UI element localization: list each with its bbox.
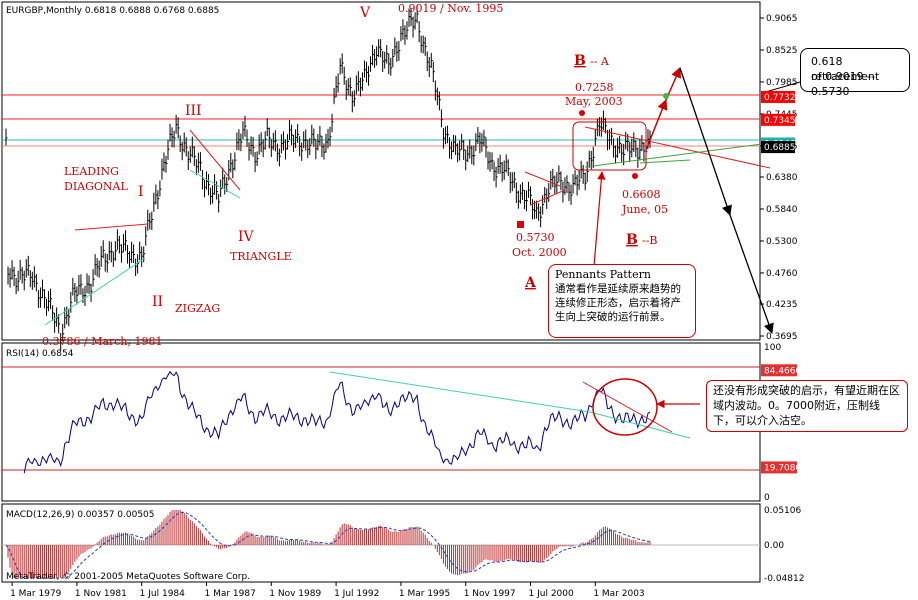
- date-tick-label: 1 Jul 1984: [140, 589, 185, 599]
- date-tick-label: 1 Mar 2003: [593, 589, 644, 599]
- price-axis: 0.90650.85250.79850.74450.69050.63800.58…: [760, 14, 798, 342]
- a-letter: A: [524, 275, 537, 291]
- rsi-note: 还没有形成突破的启示，有望近期在区域内波动。0。7000附近，压制线下，可以介入…: [706, 380, 908, 432]
- rsi-tick-label: 100: [764, 343, 781, 353]
- b-a-letter: B: [574, 53, 586, 69]
- leading-diagonal-1: LEADING: [64, 165, 119, 178]
- price-tick-label: 0.5840: [766, 205, 798, 215]
- pennant-body: 通常看作是延续原来趋势的连续修正形态，启示着将产生向上突破的运行前景。: [555, 283, 681, 323]
- rsi-note-text: 还没有形成突破的启示，有望近期在区域内波动。0。7000附近，压制线下，可以介入…: [713, 384, 900, 427]
- low-label: 0.3786 / March, 1981: [42, 335, 163, 348]
- price-tag-label: 0.6885: [764, 143, 796, 153]
- rsi-tick-label: 19.7080: [764, 463, 801, 473]
- macd-axis: 0.05106 0.00 -0.04812: [764, 506, 804, 584]
- date-tick-label: 1 Nov 1997: [464, 589, 516, 599]
- june-2005-marker: [632, 173, 638, 179]
- price-tick-label: 0.9065: [766, 14, 798, 24]
- retracement-line-2: of 0.9019 -- 0.5730: [811, 70, 876, 98]
- rsi-series: [23, 370, 651, 474]
- zigzag-label: ZIGZAG: [175, 302, 220, 315]
- wave-iv-label: IV: [238, 229, 255, 245]
- price-tick-label: 0.4760: [766, 269, 798, 279]
- date-tick-label: 1 Jul 1992: [334, 589, 379, 599]
- date-tick-label: 1 Mar 1995: [399, 589, 450, 599]
- retracement-callout: 0.618 retracement of 0.9019 -- 0.5730: [800, 48, 910, 98]
- pattern-lines: [44, 121, 771, 439]
- b-b-suffix: --B: [642, 234, 658, 247]
- price-tag-label: 0.7732: [764, 93, 796, 103]
- rsi-tag-box: [761, 364, 797, 377]
- wave-i-label: I: [138, 184, 144, 200]
- date-tick-label: 1 Jul 2000: [529, 589, 574, 599]
- price-series: [5, 5, 652, 351]
- price-tag-box: [761, 141, 795, 154]
- b-a-suffix: -- A: [590, 55, 610, 68]
- wave-v-label: V: [359, 5, 371, 21]
- date-tick-label: 1 Nov 1989: [269, 589, 321, 599]
- rsi-tag-box: [761, 461, 797, 474]
- price-tag-box: [761, 90, 795, 103]
- date-axis: 1 Mar 1979 1 Nov 1981 1 Jul 1984 1 Mar 1987…: [10, 582, 645, 599]
- b-b-letter: B: [626, 232, 638, 248]
- may-2003-price: 0.7258: [575, 81, 614, 94]
- may-2003-marker: [579, 110, 585, 116]
- rsi-axis: 100 84.4660 0 19.7080: [761, 343, 801, 503]
- copyright: MetaTrader, © 2001-2005 MetaQuotes Softw…: [6, 572, 250, 582]
- price-header: EURGBP,Monthly 0.6818 0.6888 0.6768 0.68…: [6, 6, 219, 16]
- high-label: 0.9019 / Nov. 1995: [398, 2, 503, 15]
- wave-labels: V 0.9019 / Nov. 1995 III LEADING DIAGONA…: [42, 2, 668, 348]
- price-tick-label: 0.4235: [766, 300, 798, 310]
- rsi-levels: [2, 366, 760, 471]
- macd-tick-label: -0.04812: [764, 574, 804, 584]
- price-tick-label: 0.6380: [766, 173, 798, 183]
- macd-series: [5, 510, 651, 579]
- may-2003-date: May, 2003: [565, 95, 623, 108]
- rsi-line: [23, 370, 651, 474]
- wave-ii-label: II: [152, 294, 163, 310]
- price-tag-label: 0.7345: [764, 116, 796, 126]
- macd-signal-line: [5, 511, 651, 579]
- leading-diagonal-2: DIAGONAL: [64, 180, 128, 193]
- pennant-note: Pennants Pattern 通常看作是延续原来趋势的连续修正形态，启示着将…: [548, 264, 696, 338]
- rsi-header: RSI(14) 0.6854: [6, 349, 74, 359]
- pennant-title: Pennants Pattern: [555, 268, 651, 281]
- rsi-tick-label: 0: [764, 493, 770, 503]
- macd-header: MACD(12,26,9) 0.00357 0.00505: [6, 510, 155, 520]
- macd-tick-label: 0.05106: [764, 506, 801, 516]
- june-2005-price: 0.6608: [622, 188, 661, 201]
- oct-2000-date: Oct. 2000: [512, 246, 567, 259]
- price-tick-label: 0.8525: [766, 46, 798, 56]
- low-marker: [517, 221, 524, 228]
- date-tick-label: 1 Mar 1979: [10, 589, 62, 599]
- macd-tick-label: 0.00: [764, 541, 784, 551]
- rsi-tick-label: 84.4660: [764, 366, 801, 376]
- price-tick-label: 0.7985: [766, 78, 798, 88]
- date-tick-label: 1 Mar 1987: [204, 589, 255, 599]
- date-tick-label: 1 Nov 1981: [75, 589, 127, 599]
- june-2005-date: June, 05: [621, 203, 668, 216]
- price-tag-box: [761, 113, 795, 126]
- projection-arrows: [593, 67, 801, 409]
- target-marker: [663, 93, 669, 99]
- triangle-label: TRIANGLE: [230, 250, 292, 263]
- retracement-line-1: 0.618 retracement: [811, 55, 880, 83]
- wave-iii-label: III: [185, 103, 202, 119]
- price-tick-label: 0.5300: [766, 237, 798, 247]
- oct-2000-price: 0.5730: [516, 231, 555, 244]
- price-tick-label: 0.3695: [766, 332, 798, 342]
